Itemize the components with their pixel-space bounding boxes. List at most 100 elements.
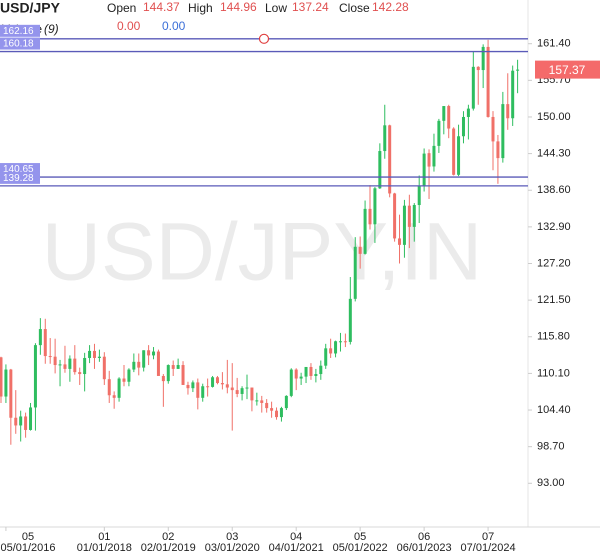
candle-body [4,369,8,397]
candle-body [156,351,160,376]
last-price-label: 157.37 [549,63,586,77]
candle-body [112,395,116,398]
candle-body [353,246,357,299]
candle-body [48,356,52,358]
candle-body [275,410,279,418]
price-line-label: 160.18 [3,39,34,50]
candle-body [348,298,352,342]
price-line-label-box [0,171,40,184]
candle-body [427,153,431,167]
candle-body [373,188,377,225]
candle-body [260,400,264,403]
candle-body [270,408,274,411]
candle-body [511,70,515,119]
open-value: 144.37 [143,0,180,14]
candle-body [38,329,42,346]
candle-body [152,351,156,356]
watermark: USD/JPY,IN [42,207,483,298]
candle-body [461,116,465,137]
x-tick-month: 06 [418,531,430,543]
candle-body [398,238,402,245]
candle-body [102,356,106,380]
high-label: High [188,1,213,15]
candle-body [466,108,470,117]
candle-body [309,366,313,376]
candle-body [304,366,308,377]
candle-body [363,208,367,254]
candle-body [329,348,333,354]
y-tick-label: 121.50 [537,294,571,306]
candle-body [402,205,406,245]
candle-body [358,246,362,254]
y-tick-label: 98.70 [537,441,565,453]
candle-body [452,128,456,175]
candle-body [132,361,136,370]
candle-body [343,341,347,343]
close-value: 142.28 [372,0,409,14]
candle-body [107,379,111,396]
x-tick-month: 04 [290,531,302,543]
x-tick-label: 04/01/2021 [269,542,324,554]
candle-body [33,345,37,408]
candle-body [432,145,436,167]
price-line-label-box [0,37,40,50]
candle-body [471,66,475,109]
candle-body [496,141,500,159]
candle-body [378,151,382,189]
candle-body [437,120,441,146]
candle-body [442,106,446,121]
candle-body [171,365,175,369]
candle-body [417,185,421,206]
price-line-label: 162.16 [3,26,34,37]
x-tick-month: 03 [226,531,238,543]
candle-body [206,386,210,388]
y-tick-label: 144.30 [537,148,571,160]
volume-param: (9) [44,22,59,36]
candle-body [97,356,101,358]
candle-body [491,116,495,142]
candle-body [388,125,392,194]
y-tick-label: 132.90 [537,221,571,233]
candle-body [319,365,323,375]
candle-body [0,357,3,397]
candle-body [265,402,269,409]
close-label: Close [339,1,370,15]
candle-body [24,416,28,430]
candle-body [279,408,283,418]
x-tick-label: 03/01/2020 [205,542,260,554]
price-line-label: 140.65 [3,164,34,175]
candle-body [142,350,146,368]
candle-body [506,104,510,119]
candle-body [215,377,219,384]
candle-body [137,361,141,368]
candle-body [486,46,490,117]
candle-body [334,341,338,354]
candle-body [88,350,92,358]
line-handle [258,33,270,44]
candle-body [211,377,215,387]
candle-body [117,378,121,398]
candle-body [368,208,372,225]
candle-body [407,205,411,227]
y-tick-label: 115.80 [537,331,570,343]
candle-body [181,365,185,385]
high-value: 144.96 [220,0,257,14]
candle-body [78,372,82,375]
candle-body [250,387,254,401]
open-label: Open [107,1,136,15]
y-tick-label: 110.10 [537,367,570,379]
candle-body [422,153,426,186]
candle-body [255,400,259,402]
x-tick-month: 02 [162,531,174,543]
x-tick-month: 01 [98,531,110,543]
x-tick-label: 01/01/2018 [77,542,132,554]
candle-body [176,365,180,369]
candle-body [476,66,480,71]
candle-body [58,364,62,366]
candle-body [393,193,397,239]
candle-body [191,382,195,389]
candle-body [73,358,77,373]
x-tick-label: 05/01/2022 [333,542,388,554]
last-price-box [535,60,600,79]
